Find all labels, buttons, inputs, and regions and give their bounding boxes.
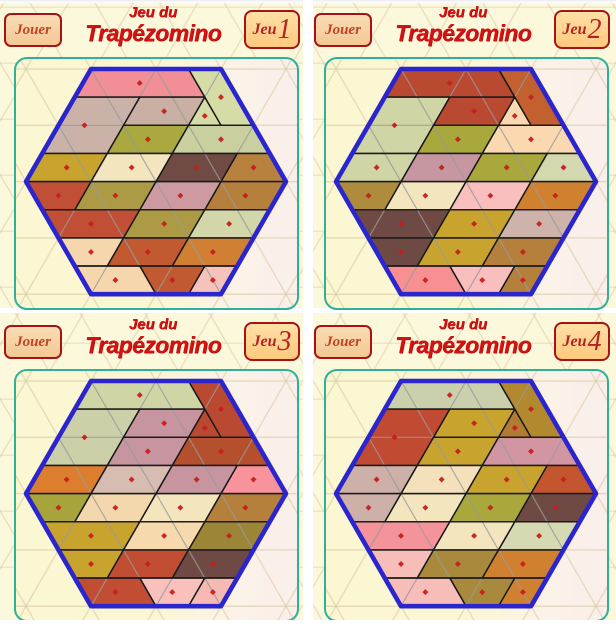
game-panel-3: Jouer Jeu du Trapézomino Jeu 3 [0,312,306,624]
piece-center-dot [144,249,151,255]
puzzle-board[interactable] [324,369,609,622]
game-title: Jeu du Trapézomino [376,5,550,45]
hexagon-border [23,66,289,297]
game-label: Jeu [252,20,277,38]
hexagon-puzzle[interactable] [326,59,607,308]
game-number-button[interactable]: Jeu 1 [244,10,300,49]
piece-center-dot [511,112,518,119]
piece-center-dot [519,249,526,255]
game-number: 3 [277,325,292,357]
background-grid-line [589,59,607,90]
title-line2: Trapézomino [84,20,222,46]
puzzle-board[interactable] [324,57,609,310]
piece-center-dot [201,112,208,119]
background-grid-line [16,371,33,400]
piece-center-dot [226,220,233,227]
puzzle-piece[interactable] [188,409,222,438]
title-line2: Trapézomino [394,332,532,358]
puzzle-board[interactable] [14,369,299,622]
puzzle-piece[interactable] [498,409,532,438]
panel-header: Jouer Jeu du Trapézomino Jeu 1 [0,0,306,57]
hexagon-border [23,378,289,609]
piece-center-dot [242,504,249,511]
game-label: Jeu [252,332,277,350]
puzzle-board[interactable] [14,57,299,310]
title-line1: Jeu du [128,316,178,333]
piece-center-dot [177,504,184,511]
hexagon-border [333,378,599,609]
game-panel-1: Jouer Jeu du Trapézomino Jeu 1 [0,0,306,312]
piece-center-dot [552,504,559,511]
piece-center-dot [487,504,494,511]
background-grid-line [279,59,297,90]
play-button[interactable]: Jouer [314,13,372,47]
piece-center-dot [161,220,168,227]
game-number-button[interactable]: Jeu 4 [554,322,610,361]
game-number: 1 [277,13,292,45]
piece-center-dot [454,249,461,255]
game-label: Jeu [562,20,587,38]
game-label: Jeu [562,332,587,350]
puzzle-piece[interactable] [498,97,532,126]
hexagon-puzzle[interactable] [16,59,297,308]
piece-center-dot [487,192,494,199]
title-line1: Jeu du [438,4,488,21]
panel-header: Jouer Jeu du Trapézomino Jeu 2 [310,0,616,57]
panel-header: Jouer Jeu du Trapézomino Jeu 3 [0,312,306,369]
game-title: Jeu du Trapézomino [66,317,240,357]
hexagon-border [333,66,599,297]
title-line2: Trapézomino [84,332,222,358]
play-button[interactable]: Jouer [314,325,372,359]
background-grid-line [326,59,343,88]
hexagon-puzzle[interactable] [16,371,297,620]
piece-center-dot [177,192,184,199]
background-grid-line [589,371,607,402]
game-number: 2 [587,13,602,45]
game-panel-2: Jouer Jeu du Trapézomino Jeu 2 [310,0,616,312]
puzzle-piece[interactable] [188,97,222,126]
game-number-button[interactable]: Jeu 3 [244,322,300,361]
title-line1: Jeu du [128,4,178,21]
game-title: Jeu du Trapézomino [66,5,240,45]
background-grid-line [279,371,297,402]
piece-center-dot [209,249,216,255]
piece-center-dot [242,192,249,199]
game-panel-4: Jouer Jeu du Trapézomino Jeu 4 [310,312,616,624]
game-title: Jeu du Trapézomino [376,317,550,357]
title-line2: Trapézomino [394,20,532,46]
game-number: 4 [587,325,602,357]
horizontal-gutter [0,308,616,313]
play-button[interactable]: Jouer [4,13,62,47]
hexagon-puzzle[interactable] [326,371,607,620]
piece-center-dot [552,192,559,199]
bottom-margin [0,620,616,624]
background-grid-line [16,59,33,88]
title-line1: Jeu du [438,316,488,333]
background-grid-line [326,371,343,400]
game-number-button[interactable]: Jeu 2 [554,10,610,49]
play-button[interactable]: Jouer [4,325,62,359]
panel-header: Jouer Jeu du Trapézomino Jeu 4 [310,312,616,369]
piece-center-dot [55,192,62,199]
